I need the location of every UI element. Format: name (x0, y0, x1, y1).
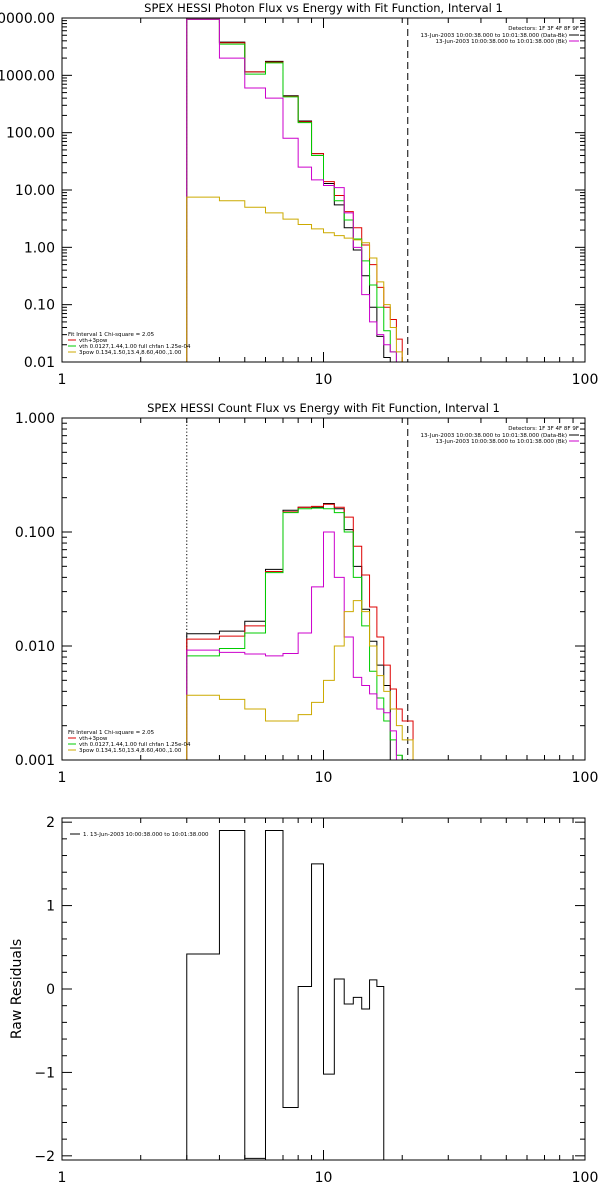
series-data-bk (186, 502, 391, 760)
y-tick-label: 2 (46, 815, 55, 831)
legend-entry: vth+3pow (79, 736, 108, 742)
x-tick-label: 10 (315, 770, 333, 786)
plot-frame (61, 817, 586, 1161)
series-vth (186, 507, 414, 760)
x-tick-label: 100 (572, 372, 599, 388)
detectors-label: Detectors: 1F 3F 4F 8F 9F (508, 26, 579, 32)
chart-panel-2: SPEX HESSI Count Flux vs Energy with Fit… (15, 401, 598, 786)
legend-entry: 13-Jun-2003 10:00:38.000 to 10:01:38.000… (435, 39, 567, 45)
chart-panel-3: 1 10 100 −2 −1 0 1 2 Raw Residuals 1. 13-Jun-2003… (9, 815, 598, 1186)
y-tick-label: 0.001 (15, 753, 55, 769)
x-tick-label: 100 (572, 770, 599, 786)
legend-entry: 13-Jun-2003 10:00:38.000 to 10:01:38.000… (421, 433, 567, 439)
legend-entry: 13-Jun-2003 10:00:38.000 to 10:01:38.000… (421, 33, 567, 39)
series-bk (186, 18, 414, 362)
x-tick-label: 1 (58, 770, 67, 786)
legend-entry: vth+3pow (79, 338, 108, 344)
y-tick-label: 1.000 (15, 411, 55, 427)
y-tick-label: 100.00 (6, 126, 55, 142)
y-tick-label: 0.10 (24, 298, 55, 314)
y-tick-label: 10.00 (15, 183, 55, 199)
y-tick-label: 0.010 (15, 639, 55, 655)
chart-title: SPEX HESSI Photon Flux vs Energy with Fi… (144, 1, 503, 15)
y-tick-label: 0.01 (24, 355, 55, 371)
plot-frame (61, 417, 586, 761)
series-residuals (186, 830, 385, 1160)
series-group (186, 830, 385, 1160)
y-tick-label: 1000.00 (0, 68, 55, 84)
legend-entry: 13-Jun-2003 10:00:38.000 to 10:01:38.000… (435, 439, 567, 445)
legend-entry: vth 0.0127,1.44,1.00 full chfan 1.25e-04 (79, 344, 191, 350)
series-3pow (186, 196, 414, 362)
chart-title: SPEX HESSI Count Flux vs Energy with Fit… (147, 401, 500, 415)
y-tick-label: 0 (46, 982, 55, 998)
legend-entry: 3pow 0.134,1.50,13.4,8.60,400.,1.00 (79, 748, 182, 754)
y-tick-label: 10000.00 (0, 11, 55, 27)
legend-entry: vth 0.0127,1.44,1.00 full chfan 1.25e-04 (79, 742, 191, 748)
y-tick-label: −2 (34, 1149, 55, 1165)
series-group (186, 18, 414, 362)
series-vth (186, 18, 414, 362)
legend-entry: 3pow 0.134,1.50,13.4,8.60,400.,1.00 (79, 350, 182, 356)
x-tick-label: 10 (315, 1170, 333, 1186)
series-vth-3pow (186, 18, 414, 362)
series-vth-3pow (186, 503, 414, 760)
x-tick-label: 1 (58, 372, 67, 388)
y-tick-label: 0.100 (15, 525, 55, 541)
series-group (186, 502, 414, 760)
plot-frame (61, 17, 586, 363)
y-tick-label: −1 (34, 1065, 55, 1081)
series-bk (186, 531, 397, 760)
series-data-bk (186, 18, 391, 362)
x-tick-label: 100 (572, 1170, 599, 1186)
y-tick-label: 1.00 (24, 240, 55, 256)
chart-panel-1: SPEX HESSI Photon Flux vs Energy with Fi… (0, 1, 598, 388)
y-axis-label: Raw Residuals (9, 939, 25, 1039)
fit-info: Fit Interval 1 Chi-square = 2.05 (68, 730, 155, 736)
series-3pow (186, 600, 414, 760)
detectors-label: Detectors: 1F 3F 4F 8F 9F (508, 426, 579, 432)
y-tick-label: 1 (46, 899, 55, 915)
x-tick-label: 1 (58, 1170, 67, 1186)
fit-info: Fit Interval 1 Chi-square = 2.05 (68, 332, 155, 338)
legend-entry: 1. 13-Jun-2003 10:00:38.000 to 10:01:38.… (83, 832, 209, 838)
x-tick-label: 10 (315, 372, 333, 388)
